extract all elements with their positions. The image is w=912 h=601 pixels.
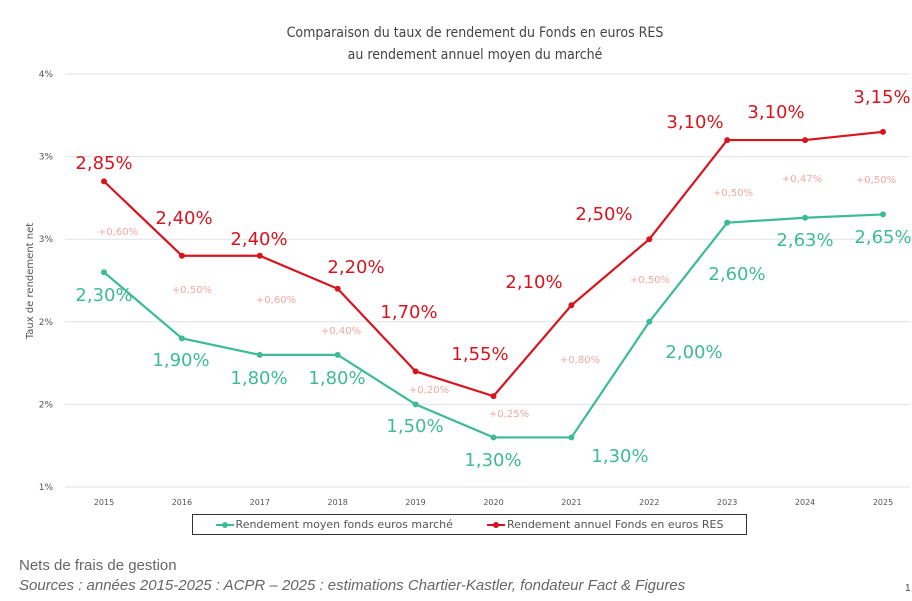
data-label: 3,15% xyxy=(853,87,910,108)
data-label: 2,60% xyxy=(708,264,765,285)
data-label: 1,30% xyxy=(464,450,521,471)
data-point xyxy=(256,252,263,259)
difference-label: +0,50% xyxy=(856,175,896,186)
data-label: 2,20% xyxy=(327,257,384,278)
data-point xyxy=(178,252,185,259)
data-point xyxy=(724,219,731,226)
data-label: 2,40% xyxy=(155,208,212,229)
footer-sources: Sources : années 2015-2025 : ACPR – 2025… xyxy=(19,577,686,594)
y-tick-label: 4% xyxy=(39,70,54,80)
data-label: 1,30% xyxy=(591,446,648,467)
difference-label: +0,50% xyxy=(630,275,670,286)
data-point xyxy=(101,269,107,276)
difference-label: +0,40% xyxy=(321,326,361,337)
difference-label: +0,80% xyxy=(560,355,600,366)
data-point xyxy=(880,211,886,218)
data-label: 2,40% xyxy=(230,229,287,250)
data-label: 2,63% xyxy=(776,230,833,251)
data-point xyxy=(568,434,575,441)
data-point xyxy=(101,178,107,185)
difference-label: +0,25% xyxy=(489,409,529,420)
legend-swatch-market xyxy=(215,521,234,528)
data-label: 1,80% xyxy=(308,368,365,389)
data-point xyxy=(256,351,263,358)
x-tick-label: 2019 xyxy=(405,498,425,507)
difference-label: +0,50% xyxy=(172,285,212,296)
data-label: 2,10% xyxy=(505,272,562,293)
data-point xyxy=(646,318,653,325)
legend-item-market: Rendement moyen fonds euros marché xyxy=(215,518,453,531)
x-tick-label: 2025 xyxy=(873,498,893,507)
data-label: 1,55% xyxy=(451,344,508,365)
data-point xyxy=(568,302,575,309)
data-point xyxy=(490,393,497,400)
data-point xyxy=(490,434,497,441)
data-point xyxy=(646,236,653,243)
difference-label: +0,60% xyxy=(98,227,138,238)
data-label: 1,90% xyxy=(152,350,209,371)
data-label: 3,10% xyxy=(666,112,723,133)
page-number: 1 xyxy=(905,583,911,594)
x-tick-label: 2023 xyxy=(717,498,737,507)
y-tick-label: 3% xyxy=(39,153,54,163)
legend-item-res: Rendement annuel Fonds en euros RES xyxy=(486,518,724,531)
data-point xyxy=(178,335,185,342)
data-point xyxy=(802,214,809,221)
legend-label-market: Rendement moyen fonds euros marché xyxy=(235,518,453,531)
data-point xyxy=(802,137,809,144)
data-point xyxy=(724,137,731,144)
chart-title: Comparaison du taux de rendement du Fond… xyxy=(286,25,664,41)
difference-label: +0,50% xyxy=(713,188,753,199)
x-tick-label: 2021 xyxy=(561,498,581,507)
footer-note: Nets de frais de gestion xyxy=(19,557,177,574)
data-point xyxy=(412,401,419,408)
x-tick-label: 2024 xyxy=(795,498,815,507)
difference-label: +0,47% xyxy=(782,174,822,185)
data-point xyxy=(880,128,886,135)
x-tick-label: 2017 xyxy=(250,498,270,507)
data-label: 2,00% xyxy=(665,342,722,363)
legend-label-res: Rendement annuel Fonds en euros RES xyxy=(506,518,724,531)
data-point xyxy=(412,368,419,375)
y-axis-label: Taux de rendement net xyxy=(25,223,36,340)
legend-swatch-res xyxy=(486,521,505,528)
x-tick-label: 2022 xyxy=(639,498,659,507)
chart-subtitle: au rendement annuel moyen du marché xyxy=(347,47,603,63)
line-chart: 1% 2% 2% 3% 3% 4% 2015 2016 2017 2018 2019 2020 2021… xyxy=(25,70,912,507)
y-tick-label: 2% xyxy=(39,400,54,410)
data-point xyxy=(334,351,341,358)
data-label: 3,10% xyxy=(747,102,804,123)
data-label: 2,30% xyxy=(75,285,132,306)
data-label: 1,70% xyxy=(380,302,437,323)
x-tick-label: 2018 xyxy=(328,498,348,507)
data-point xyxy=(334,285,341,292)
x-tick-label: 2015 xyxy=(94,498,114,507)
data-label: 2,85% xyxy=(75,153,132,174)
difference-label: +0,20% xyxy=(409,385,449,396)
data-label: 1,50% xyxy=(386,416,443,437)
data-label: 2,50% xyxy=(575,204,632,225)
y-tick-label: 3% xyxy=(39,235,54,245)
y-tick-label: 1% xyxy=(39,483,54,493)
legend: Rendement moyen fonds euros marché Rende… xyxy=(192,514,747,535)
x-tick-label: 2020 xyxy=(483,498,503,507)
y-tick-label: 2% xyxy=(39,318,54,328)
difference-label: +0,60% xyxy=(256,295,296,306)
x-tick-label: 2016 xyxy=(172,498,192,507)
data-label: 2,65% xyxy=(854,227,911,248)
data-label: 1,80% xyxy=(230,368,287,389)
